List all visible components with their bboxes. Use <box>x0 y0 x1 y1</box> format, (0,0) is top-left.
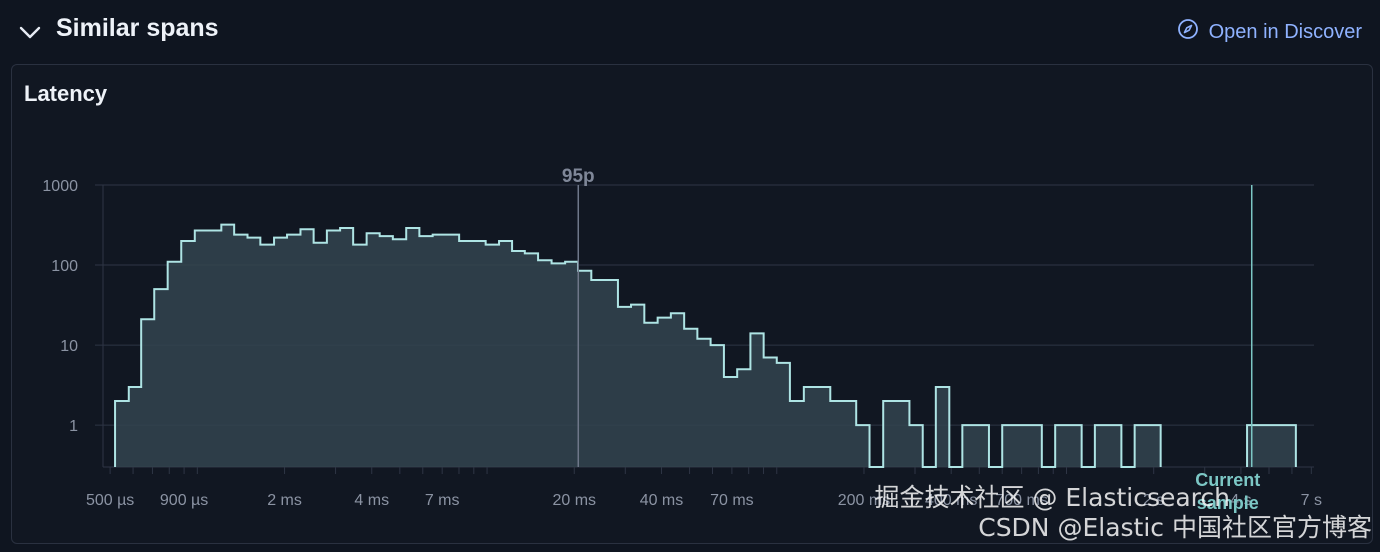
current-sample-label: Current <box>1195 470 1260 490</box>
x-tick-label: 20 ms <box>552 492 596 509</box>
open-in-discover-link[interactable]: Open in Discover <box>1177 18 1362 46</box>
x-tick-label: 4 ms <box>354 492 389 509</box>
x-tick-label: 2 s <box>1143 492 1164 509</box>
open-in-discover-label: Open in Discover <box>1208 20 1362 43</box>
chevron-down-icon[interactable] <box>16 18 44 46</box>
x-tick-label: 700 ms <box>995 492 1047 509</box>
markers: 95p Current sample <box>562 166 1260 513</box>
y-tick-label: 1 <box>69 418 78 435</box>
compass-icon <box>1177 18 1199 46</box>
x-tick-label: 7 s <box>1301 492 1322 509</box>
y-axis: 1000 100 10 1 <box>42 178 78 435</box>
x-tick-label: 500 µs <box>86 492 134 509</box>
current-sample-label: sample <box>1197 493 1259 513</box>
percentile-marker-label: 95p <box>562 166 595 187</box>
x-tick-label: 40 ms <box>640 492 684 509</box>
x-tick-label: 70 ms <box>710 492 754 509</box>
y-tick-label: 100 <box>51 258 78 275</box>
panel-title: Latency <box>24 81 108 106</box>
x-tick-label: 4 s <box>1230 492 1251 509</box>
section-title: Similar spans <box>56 14 219 42</box>
latency-line <box>114 223 1297 468</box>
x-tick-label: 200 ms <box>838 492 890 509</box>
latency-area <box>115 224 1296 467</box>
y-tick-label: 10 <box>60 338 78 355</box>
watermark-line-2: CSDN @Elastic 中国社区官方博客 <box>978 513 1372 542</box>
x-tick-label: 400 ms <box>925 492 977 509</box>
watermark-line-1: 掘金技术社区 @ Elasticsearch <box>874 483 1230 512</box>
x-tick-label: 2 ms <box>267 492 302 509</box>
x-axis: 500 µs 900 µs 2 ms 4 ms 7 ms 20 ms 40 ms 70 ms 2… <box>86 467 1322 509</box>
x-tick-label: 7 ms <box>425 492 460 509</box>
y-tick-label: 1000 <box>42 178 78 195</box>
section-header: Similar spans Open in Discover <box>0 0 1380 62</box>
x-tick-label: 900 µs <box>160 492 208 509</box>
